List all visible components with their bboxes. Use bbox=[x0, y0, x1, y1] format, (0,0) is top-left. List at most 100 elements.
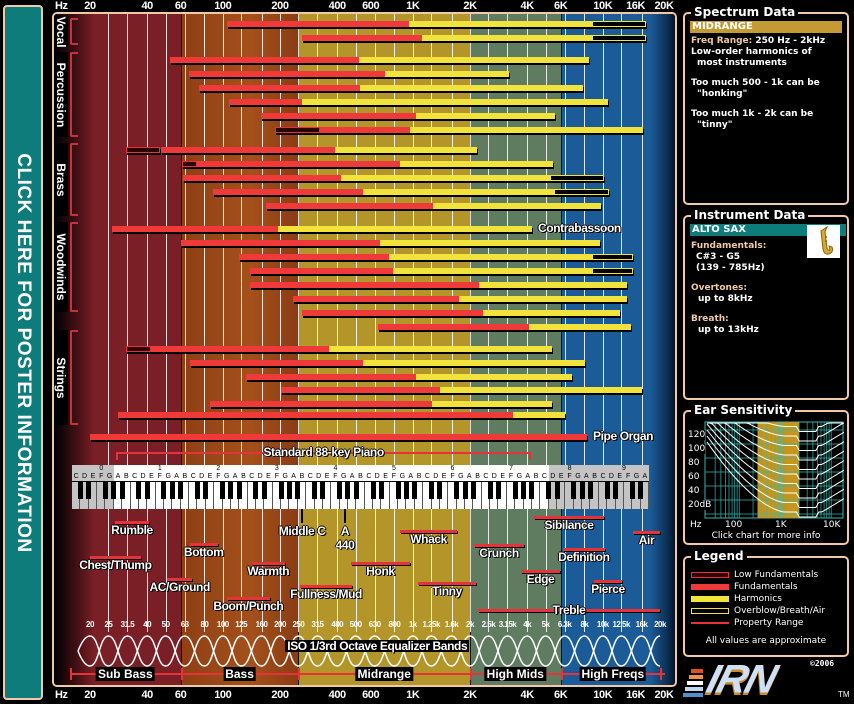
harmonics-bar[interactable] bbox=[409, 21, 592, 27]
instrument-label[interactable]: Contrabassoon bbox=[538, 221, 621, 235]
harmonics-bar[interactable] bbox=[359, 57, 589, 63]
fundamentals-bar[interactable] bbox=[301, 310, 483, 316]
ear-sensitivity-chart[interactable] bbox=[687, 420, 845, 520]
fundamentals-bar[interactable] bbox=[151, 346, 329, 352]
fundamentals-bar[interactable] bbox=[261, 113, 417, 119]
fundamentals-bar[interactable] bbox=[199, 85, 360, 91]
fundamentals-bar[interactable] bbox=[196, 161, 401, 167]
fundamentals-bar[interactable] bbox=[188, 71, 385, 77]
overblow-bar[interactable] bbox=[591, 21, 646, 27]
instrument-label[interactable]: Pipe Organ bbox=[593, 429, 654, 443]
black-key[interactable] bbox=[345, 482, 351, 499]
harmonics-bar[interactable] bbox=[328, 346, 553, 352]
black-key[interactable] bbox=[462, 482, 468, 499]
black-key[interactable] bbox=[571, 482, 577, 499]
irn-logo[interactable]: IRN bbox=[702, 656, 781, 701]
black-key[interactable] bbox=[295, 482, 301, 499]
white-key[interactable] bbox=[590, 482, 599, 509]
black-key[interactable] bbox=[638, 482, 644, 499]
black-key[interactable] bbox=[320, 482, 326, 499]
white-key[interactable] bbox=[414, 482, 424, 509]
overblow-bar[interactable] bbox=[591, 254, 633, 260]
black-key[interactable] bbox=[286, 482, 292, 499]
fundamentals-bar[interactable] bbox=[249, 268, 394, 274]
harmonics-bar[interactable] bbox=[440, 387, 642, 393]
harmonics-bar[interactable] bbox=[400, 161, 554, 167]
harmonics-bar[interactable] bbox=[385, 71, 510, 77]
fundamentals-bar[interactable] bbox=[183, 175, 341, 181]
black-key[interactable] bbox=[395, 482, 401, 499]
white-key[interactable] bbox=[88, 482, 98, 509]
white-key[interactable] bbox=[322, 482, 332, 509]
black-key[interactable] bbox=[613, 482, 619, 499]
black-key[interactable] bbox=[454, 482, 460, 499]
harmonics-bar[interactable] bbox=[277, 226, 533, 232]
black-key[interactable] bbox=[228, 482, 234, 499]
black-key[interactable] bbox=[579, 482, 585, 499]
white-key[interactable] bbox=[381, 482, 390, 509]
harmonics-bar[interactable] bbox=[363, 189, 554, 195]
white-key[interactable] bbox=[356, 482, 365, 509]
fundamentals-bar[interactable] bbox=[266, 203, 433, 209]
fundamentals-bar[interactable] bbox=[117, 412, 513, 418]
fundamentals-bar[interactable] bbox=[210, 401, 432, 407]
overblow-bar[interactable] bbox=[550, 175, 604, 181]
fundamentals-bar[interactable] bbox=[213, 189, 364, 195]
fundamentals-bar[interactable] bbox=[378, 324, 530, 330]
black-key[interactable] bbox=[178, 482, 184, 499]
white-key[interactable] bbox=[122, 482, 131, 509]
black-key[interactable] bbox=[353, 482, 359, 499]
black-key[interactable] bbox=[370, 482, 376, 499]
black-key[interactable] bbox=[403, 482, 409, 499]
ear-caption[interactable]: Click chart for more info bbox=[711, 531, 821, 541]
white-key[interactable] bbox=[640, 482, 649, 509]
black-key[interactable] bbox=[203, 482, 209, 499]
fundamentals-bar[interactable] bbox=[245, 374, 417, 380]
harmonics-bar[interactable] bbox=[380, 240, 600, 246]
white-key[interactable] bbox=[531, 482, 541, 509]
fundamentals-bar[interactable] bbox=[292, 296, 459, 302]
fundamentals-bar[interactable] bbox=[229, 99, 302, 105]
harmonics-bar[interactable] bbox=[416, 374, 573, 380]
harmonics-bar[interactable] bbox=[393, 268, 592, 274]
white-key[interactable] bbox=[180, 482, 190, 509]
black-key[interactable] bbox=[102, 482, 108, 499]
harmonics-bar[interactable] bbox=[341, 175, 551, 181]
fundamentals-bar[interactable] bbox=[249, 282, 479, 288]
black-key[interactable] bbox=[546, 482, 552, 499]
black-key[interactable] bbox=[604, 482, 610, 499]
black-key[interactable] bbox=[470, 482, 476, 499]
black-key[interactable] bbox=[77, 482, 83, 499]
fundamentals-bar[interactable] bbox=[180, 240, 380, 246]
black-key[interactable] bbox=[144, 482, 150, 499]
fundamentals-bar[interactable] bbox=[320, 127, 410, 133]
black-key[interactable] bbox=[119, 482, 125, 499]
black-key[interactable] bbox=[429, 482, 435, 499]
black-key[interactable] bbox=[236, 482, 242, 499]
ear-sensitivity-panel[interactable]: Ear Sensitivity 120 100 80 60 40 20dB Hz 100 1K… bbox=[683, 403, 849, 545]
harmonics-bar[interactable] bbox=[478, 282, 627, 288]
black-key[interactable] bbox=[169, 482, 175, 499]
white-key[interactable] bbox=[615, 482, 624, 509]
black-key[interactable] bbox=[220, 482, 226, 499]
low-fundamentals-bar[interactable] bbox=[182, 161, 197, 167]
fundamentals-bar[interactable] bbox=[301, 35, 422, 41]
fundamentals-bar[interactable] bbox=[226, 21, 409, 27]
fundamentals-bar[interactable] bbox=[189, 360, 363, 366]
black-key[interactable] bbox=[529, 482, 535, 499]
fundamentals-bar[interactable] bbox=[280, 387, 441, 393]
white-key[interactable] bbox=[439, 482, 449, 509]
low-fundamentals-bar[interactable] bbox=[126, 147, 161, 153]
low-fundamentals-bar[interactable] bbox=[126, 346, 152, 352]
frequency-chart[interactable]: VocalPercussionBrassWoodwindsStringsMale… bbox=[52, 12, 677, 687]
black-key[interactable] bbox=[378, 482, 384, 499]
harmonics-bar[interactable] bbox=[301, 99, 608, 105]
black-key[interactable] bbox=[437, 482, 443, 499]
black-key[interactable] bbox=[161, 482, 167, 499]
black-key[interactable] bbox=[629, 482, 635, 499]
harmonics-bar[interactable] bbox=[458, 296, 627, 302]
harmonics-bar[interactable] bbox=[334, 147, 478, 153]
harmonics-bar[interactable] bbox=[409, 127, 644, 133]
fundamentals-bar[interactable] bbox=[90, 434, 588, 440]
harmonics-bar[interactable] bbox=[416, 113, 555, 119]
